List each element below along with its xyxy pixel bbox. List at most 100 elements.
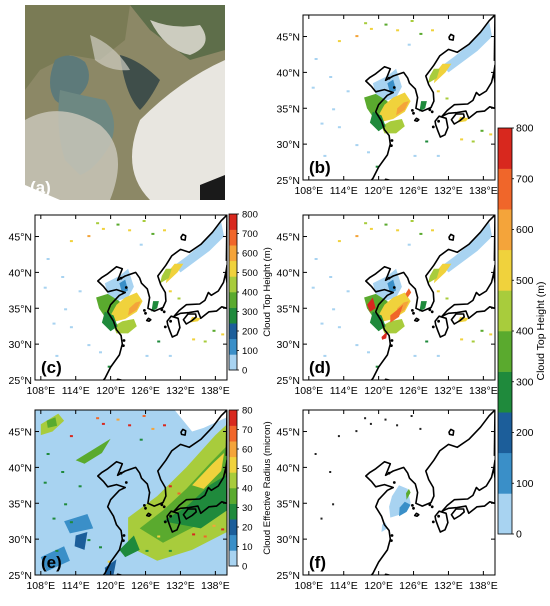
cloud-pixel [145,354,149,357]
coastline [434,510,449,533]
x-tick-label: 120°E [96,580,125,592]
island-dot [163,325,167,329]
cloud-pixel [157,535,161,538]
island-dot [122,344,125,347]
colorbar-title: Cloud Effective Radius (micron) [262,421,273,554]
colorbar-tick-label: 60 [242,445,253,456]
cloud-pixel [375,365,379,368]
colorbar-tick-label: 100 [242,346,258,357]
cloud-pixel [323,354,327,357]
panel-c-label: (c) [41,358,62,377]
cloud-patch [113,319,137,334]
x-tick-label: 120°E [364,580,393,592]
cloud-pixel [87,235,91,238]
panel-a-label: (a) [30,178,51,197]
cloud-pixel [116,223,120,226]
island-dot [143,504,146,507]
colorbar-swatch [229,441,237,458]
y-tick-label: 30°N [277,139,300,151]
cloud-pixel [314,258,318,260]
cloud-patch [387,79,397,94]
coastline [365,15,495,180]
colorbar-swatch [229,338,237,355]
cloud-pixel [145,549,149,552]
colorbar-swatch [498,249,512,291]
island-dot [122,534,126,537]
x-tick-label: 120°E [364,185,393,197]
island-dot [390,139,394,142]
cloud-pixel [43,286,47,289]
cloud-pixel [431,229,434,232]
cloud-pixel [55,354,59,357]
x-tick-label: 114°E [330,385,358,397]
cloud-pixel [460,138,464,141]
coastline [450,313,465,325]
cloud-pixel [43,481,47,484]
island-dot [337,435,340,438]
cloud-pixel [139,243,143,246]
x-tick-label: 132°E [166,580,195,592]
y-tick-label: 35°N [277,498,300,510]
coastline [413,317,420,322]
cloud-pixel [436,90,440,93]
cloud-pixel [396,29,400,32]
island-dot [411,504,414,507]
coastline [145,317,152,322]
colorbar-swatch [498,168,512,210]
island-dot [392,86,396,89]
cloud-pixel [192,533,196,536]
cloud-patch [40,546,70,572]
y-tick-label: 45°N [9,232,32,244]
island-dot [437,319,440,323]
x-tick-label: 126°E [131,580,160,592]
cloud-pixel [445,297,449,300]
island-dot [428,503,432,507]
cloud-patch [419,101,427,112]
coastline [182,508,197,520]
island-dot [162,310,166,314]
cloud-pixel [489,133,493,136]
x-tick-label: 108°E [26,385,55,397]
y-tick-label: 40°N [277,267,300,279]
cloud-patch [119,535,140,558]
cloud-pixel [52,322,56,325]
cloud-pixel [355,144,359,147]
cloud-pixel [78,485,82,488]
island-dot [411,109,414,112]
island-dot [437,119,440,123]
cloud-pixel [329,276,333,278]
island-dot [169,319,173,323]
y-tick-label: 45°N [277,427,300,439]
island-dot [428,308,432,312]
cloud-pixel [52,517,56,520]
colorbar-tick-label: 100 [516,478,534,490]
cloud-pixel [61,276,65,278]
cloud-patch [378,292,411,323]
island-dot [124,481,128,484]
colorbar-swatch [229,307,237,324]
x-tick-label: 120°E [96,385,125,397]
colorbar-swatch [229,456,237,473]
colorbar-tick-label: 700 [242,229,258,240]
cloud-pixel [116,418,120,421]
y-tick-label: 35°N [9,498,32,510]
panel-d-label: (d) [309,358,331,377]
colorbar-tick-label: 200 [242,327,258,338]
island-dot [412,111,415,115]
cloud-pixel [320,122,324,125]
colorbar-tick-label: 70 [242,425,253,436]
island-dot [390,144,393,148]
cloud-pixel [87,344,91,347]
y-tick-label: 25°N [9,570,32,582]
cloud-pixel [337,240,341,243]
cloud-pixel [139,438,143,441]
cloud-pixel [151,427,155,430]
coastline [434,315,449,338]
cloud-patch [381,331,388,340]
cloud-patch [369,111,386,132]
island-dot [430,310,434,314]
cloud-patch [390,304,404,323]
cloud-pixel [369,227,373,230]
cloud-pixel [436,154,440,157]
